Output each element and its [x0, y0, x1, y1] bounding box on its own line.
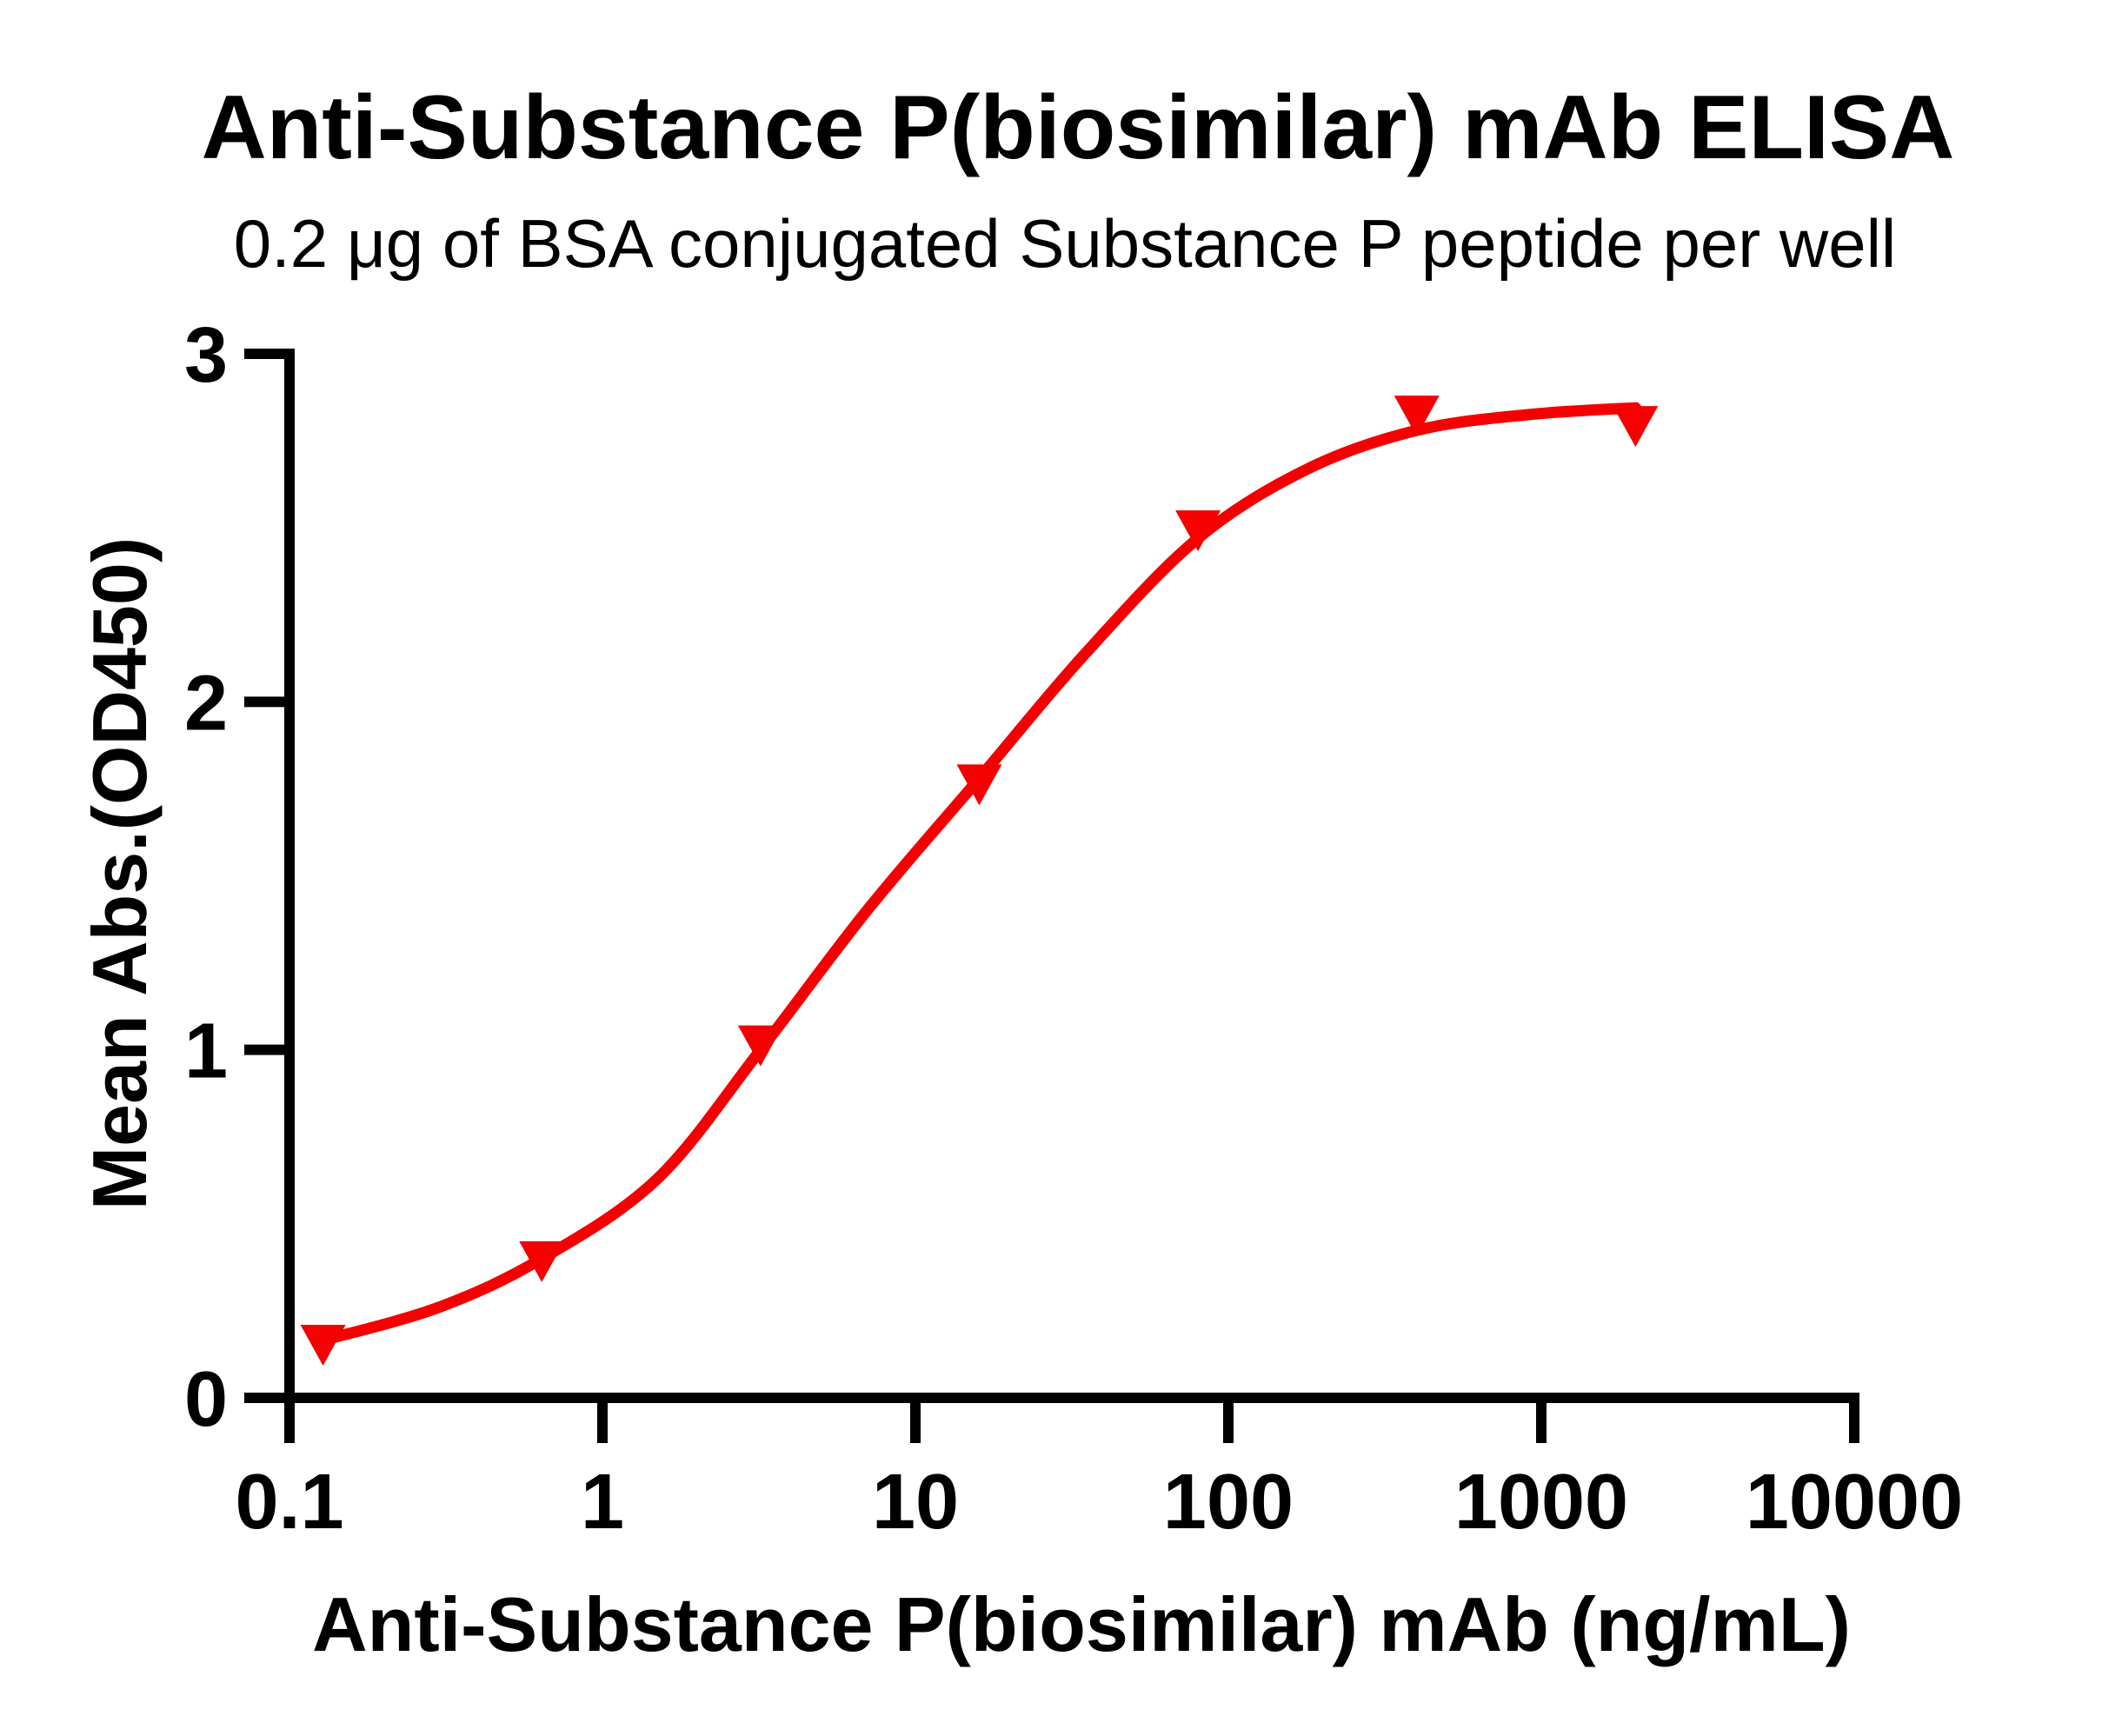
- y-tick-label-3: 3: [184, 312, 228, 399]
- x-tick-label-10: 10: [872, 1459, 959, 1546]
- y-tick-label-2: 2: [184, 660, 228, 747]
- data-point-marker: [1613, 406, 1659, 448]
- x-tick-label-1: 1: [581, 1459, 624, 1546]
- dose-response-curve: [317, 402, 1641, 1347]
- y-tick-label-0: 0: [184, 1356, 228, 1443]
- x-tick-label-10000: 10000: [1746, 1459, 1963, 1546]
- x-axis-title: Anti-Substance P(biosimilar) mAb (ng/mL): [312, 1581, 1851, 1667]
- y-tick-label-1: 1: [184, 1008, 228, 1095]
- chart-title: Anti-Substance P(biosimilar) mAb ELISA: [201, 77, 1955, 178]
- data-point-marker: [1175, 510, 1221, 552]
- data-point-marker: [1394, 396, 1440, 437]
- x-tick-label-100: 100: [1163, 1459, 1294, 1546]
- x-tick-label-0.1: 0.1: [235, 1459, 343, 1546]
- x-tick-label-1000: 1000: [1454, 1459, 1628, 1546]
- chart-subtitle: 0.2 μg of BSA conjugated Substance P pep…: [233, 205, 1897, 282]
